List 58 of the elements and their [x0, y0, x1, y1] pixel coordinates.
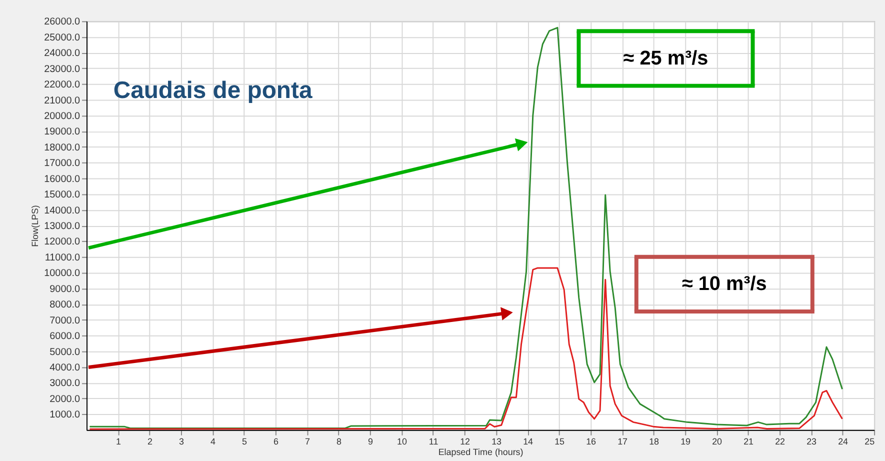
x-tick-label: 6: [274, 436, 279, 446]
x-tick-label: 23: [806, 436, 817, 446]
annotation: ≈ 25 m³/s: [623, 47, 708, 70]
x-tick-label: 5: [242, 436, 248, 446]
x-axis-title: Elapsed Time (hours): [438, 447, 524, 458]
x-tick-label: 11: [428, 436, 438, 446]
y-tick-label: 10000.0: [44, 268, 81, 280]
y-tick-label: 25000.0: [44, 32, 81, 44]
y-tick-label: 13000.0: [44, 221, 81, 232]
y-tick-label: 21000.0: [44, 95, 81, 106]
x-tick-label: 9: [368, 436, 374, 446]
x-tick-label: 24: [838, 436, 848, 446]
y-tick-label: 15000.0: [44, 190, 81, 201]
y-tick-label: 1000.0: [50, 410, 81, 421]
x-tick-label: 3: [179, 436, 184, 446]
y-tick-label: 22000.0: [44, 80, 81, 91]
x-tick-label: 21: [744, 436, 754, 446]
x-tick-label: 7: [305, 436, 310, 446]
x-tick-label: 18: [649, 436, 660, 446]
y-tick-label: 26000.0: [44, 16, 81, 28]
y-tick-label: 2000.0: [50, 394, 81, 405]
x-tick-label: 22: [775, 436, 786, 446]
y-tick-label: 23000.0: [44, 64, 81, 75]
y-tick-label: 6000.0: [50, 331, 81, 342]
y-tick-label: 20000.0: [44, 110, 81, 122]
text: Caudais de ponta: [113, 76, 313, 104]
x-tick-label: 17: [618, 436, 628, 446]
x-tick-label: 25: [864, 436, 875, 446]
y-tick-label: 5000.0: [50, 346, 81, 358]
x-tick-label: 19: [680, 436, 691, 446]
y-tick-label: 3000.0: [50, 378, 81, 390]
line-series: [88, 26, 843, 430]
annotation: ≈ 10 m³/s: [682, 273, 767, 296]
x-tick-label: 13: [492, 436, 502, 446]
y-tick-label: 17000.0: [44, 158, 81, 170]
y-tick-label: 14000.0: [44, 205, 81, 216]
x-tick-label: 14: [523, 436, 534, 446]
y-tick-label: 16000.0: [44, 174, 81, 185]
x-tick-label: 15: [554, 436, 565, 446]
x-tick-label: 4: [210, 436, 216, 446]
x-tick-label: 8: [336, 436, 342, 446]
x-tick-label: 2: [148, 436, 153, 446]
x-tick-label: 1: [116, 436, 122, 446]
x-tick-label: 16: [586, 436, 596, 446]
y-tick-label: 9000.0: [50, 284, 81, 295]
y-tick-label: 12000.0: [44, 236, 81, 248]
x-tick-label: 20: [712, 436, 722, 446]
y-tick-label: 24000.0: [44, 48, 81, 60]
y-tick-label: 8000.0: [50, 300, 81, 311]
y-tick-label: 7000.0: [50, 315, 81, 326]
y-tick-label: 4000.0: [50, 362, 81, 374]
line-series: [88, 267, 843, 430]
x-tick-label: 12: [460, 436, 470, 446]
y-tick-label: 19000.0: [44, 126, 81, 138]
y-axis-title: Flow(LPS): [30, 205, 40, 247]
y-tick-label: 18000.0: [44, 142, 81, 154]
x-tick-label: 10: [397, 436, 408, 446]
y-tick-label: 11000.0: [44, 252, 81, 264]
